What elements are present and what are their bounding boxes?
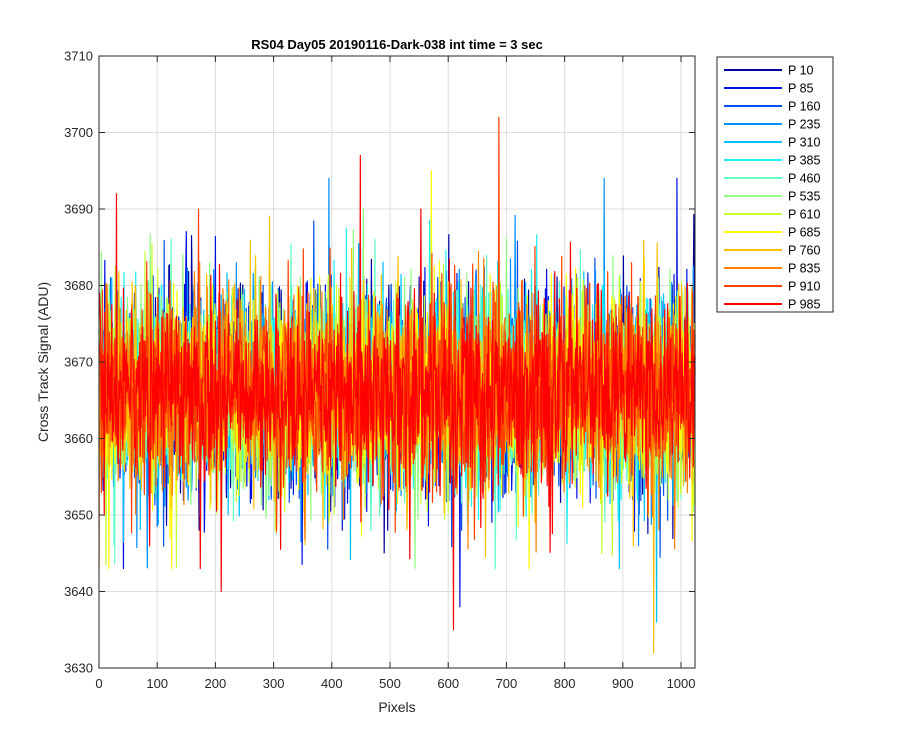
legend-label: P 835 bbox=[788, 262, 820, 276]
x-tick-label: 100 bbox=[146, 676, 168, 691]
y-tick-label: 3630 bbox=[64, 661, 93, 676]
x-tick-label: 200 bbox=[205, 676, 227, 691]
legend-label: P 535 bbox=[788, 190, 820, 204]
y-tick-label: 3710 bbox=[64, 49, 93, 64]
x-tick-label: 1000 bbox=[667, 676, 696, 691]
y-tick-label: 3700 bbox=[64, 125, 93, 140]
legend-label: P 385 bbox=[788, 154, 820, 168]
x-tick-label: 500 bbox=[379, 676, 401, 691]
x-tick-label: 0 bbox=[95, 676, 102, 691]
y-axis-label: Cross Track Signal (ADU) bbox=[35, 282, 51, 442]
legend-label: P 460 bbox=[788, 172, 820, 186]
series-layer bbox=[98, 116, 696, 654]
y-tick-label: 3660 bbox=[64, 431, 93, 446]
y-tick-label: 3690 bbox=[64, 202, 93, 217]
legend-label: P 685 bbox=[788, 226, 820, 240]
legend-label: P 10 bbox=[788, 64, 814, 78]
legend-box bbox=[716, 56, 834, 313]
x-tick-label: 800 bbox=[554, 676, 576, 691]
legend-label: P 310 bbox=[788, 136, 820, 150]
series-line-p-985 bbox=[98, 154, 696, 631]
y-tick-label: 3680 bbox=[64, 278, 93, 293]
x-tick-label: 700 bbox=[496, 676, 518, 691]
legend-label: P 610 bbox=[788, 208, 820, 222]
chart-title: RS04 Day05 20190116-Dark-038 int time = … bbox=[251, 37, 543, 52]
x-tick-label: 600 bbox=[437, 676, 459, 691]
legend-label: P 85 bbox=[788, 82, 814, 96]
y-tick-label: 3670 bbox=[64, 355, 93, 370]
y-tick-label: 3650 bbox=[64, 508, 93, 523]
y-axis-ticks: 3630 3640 3650 3660 3670 3680 3690 3700 3710 bbox=[64, 49, 695, 676]
x-axis-label: Pixels bbox=[378, 699, 415, 715]
x-tick-label: 900 bbox=[612, 676, 634, 691]
legend-label: P 235 bbox=[788, 118, 820, 132]
y-tick-label: 3640 bbox=[64, 584, 93, 599]
legend-label: P 160 bbox=[788, 100, 820, 114]
legend-label: P 985 bbox=[788, 298, 820, 312]
x-axis-ticks: 0 100 200 300 400 500 600 700 800 900 1000 bbox=[95, 56, 695, 691]
legend-label: P 760 bbox=[788, 244, 820, 258]
x-tick-label: 300 bbox=[263, 676, 285, 691]
legend: P 10 P 85 P 160 P 235 P 310 P 385 P 460 P 535 P … bbox=[716, 56, 834, 313]
x-tick-label: 400 bbox=[321, 676, 343, 691]
legend-label: P 910 bbox=[788, 280, 820, 294]
